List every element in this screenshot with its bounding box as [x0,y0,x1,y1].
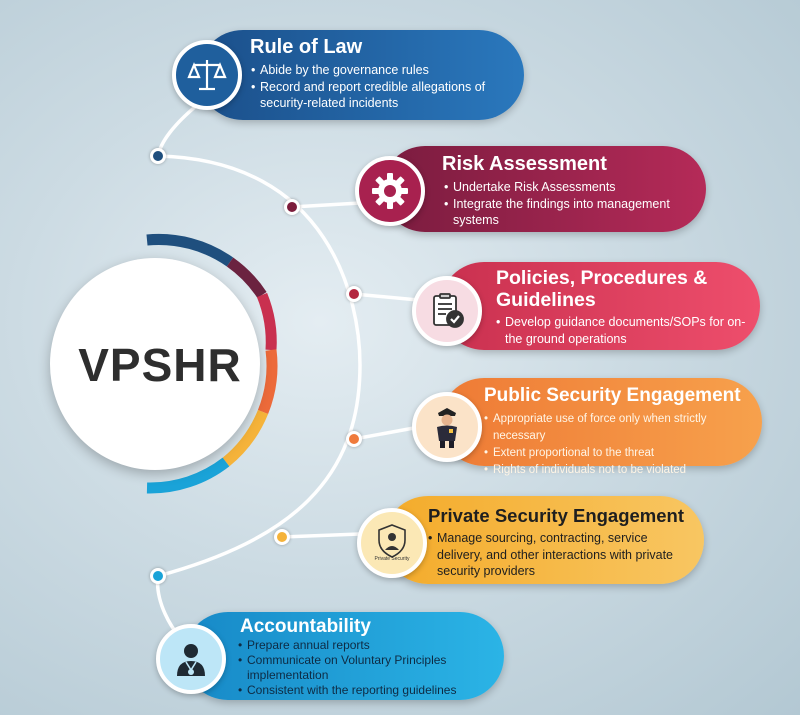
bullet: Appropriate use of force only when stric… [484,411,762,445]
vpshr-circle [50,258,260,470]
bullet: Abide by the governance rules [251,62,516,79]
bullet: Integrate the findings into management s… [444,196,694,229]
private-security-bullets: Manage sourcing, contracting, service de… [428,530,688,580]
policies-card: Policies, Procedures & Guidelines Develo… [440,262,760,350]
accountability-title: Accountability [240,616,371,637]
node-public-security [346,431,362,447]
center-title: VPSHR [78,339,242,391]
private-security-icon-circle: Private Security [357,508,427,578]
accountability-card: Accountability Prepare annual reports Co… [184,612,504,700]
bullet: Extent proportional to the threat [484,445,762,462]
scales-icon [187,60,227,91]
gear-icon [372,173,408,209]
node-accountability [150,568,166,584]
accountability-icon-circle [156,624,226,694]
rule-of-law-title: Rule of Law [250,36,363,58]
bullet: Prepare annual reports [238,638,494,653]
node-private-security [274,529,290,545]
risk-assessment-title: Risk Assessment [442,153,607,175]
private-security-icon [378,524,406,558]
police-officer-icon [437,408,457,448]
public-security-bullets: Appropriate use of force only when stric… [484,411,762,479]
private-security-title: Private Security Engagement [428,505,685,526]
rule-of-law-icon-circle [172,40,242,110]
accountability-bullets: Prepare annual reports Communicate on Vo… [238,638,494,698]
bullet: Record and report credible allegations o… [251,79,516,112]
policies-bullets: Develop guidance documents/SOPs for on-t… [496,314,752,347]
node-policies [346,286,362,302]
private-security-icon-label: Private Security [374,556,410,562]
bullet: Develop guidance documents/SOPs for on-t… [496,314,752,347]
public-security-title: Public Security Engagement [484,385,741,406]
checklist-icon [433,293,464,328]
risk-assessment-card: Risk Assessment Undertake Risk Assessmen… [382,146,706,232]
risk-assessment-bullets: Undertake Risk Assessments Integrate the… [444,179,694,229]
bullet: Undertake Risk Assessments [444,179,694,196]
public-security-card: Public Security Engagement Appropriate u… [440,378,762,479]
rule-of-law-card: Rule of Law Abide by the governance rule… [198,30,524,120]
risk-assessment-icon-circle [355,156,425,226]
public-security-icon-circle [412,392,482,462]
policies-icon-circle [412,276,482,346]
user-badge-icon [177,644,205,676]
bullet: Manage sourcing, contracting, service de… [428,530,688,580]
node-risk-assessment [284,199,300,215]
bullet: Consistent with the reporting guidelines [238,683,494,698]
bullet: Rights of individuals not to be violated [484,462,762,479]
node-rule-of-law [150,148,166,164]
policies-title: Policies, Procedures & Guidelines [496,267,708,311]
private-security-card: Private Security Engagement Manage sourc… [384,496,704,584]
bullet: Communicate on Voluntary Principles impl… [238,653,494,683]
rule-of-law-bullets: Abide by the governance rules Record and… [251,62,516,112]
